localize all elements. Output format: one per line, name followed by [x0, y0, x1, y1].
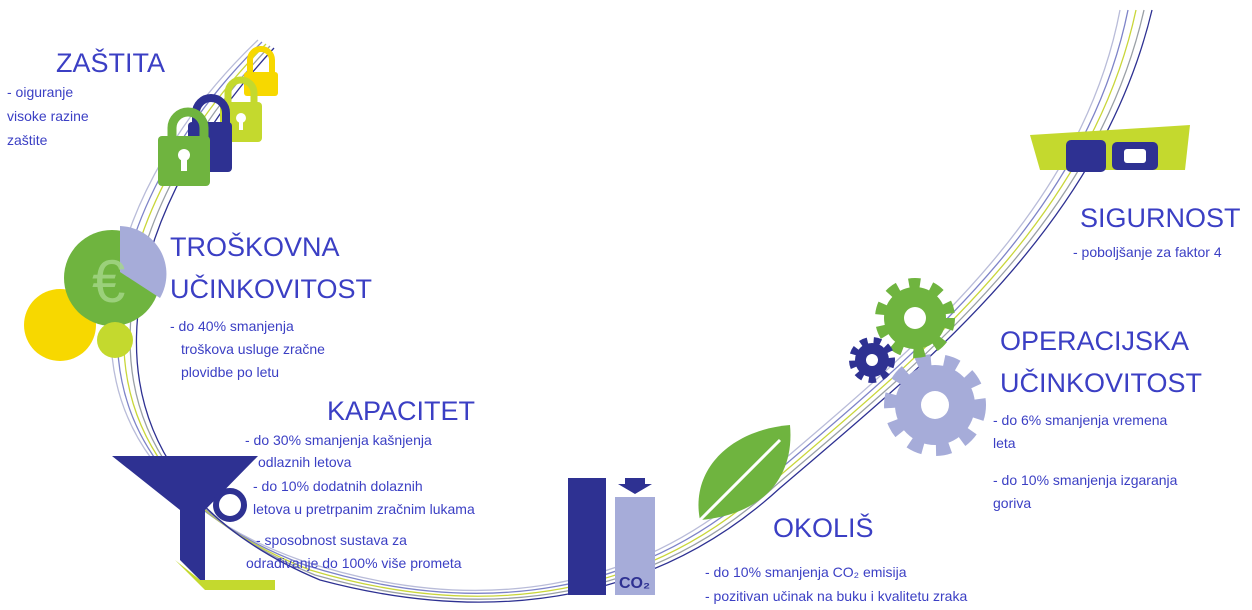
bullet-text: - pozitivan učinak na buku i kvalitetu z… — [705, 588, 967, 604]
bullet-text: plovidbe po letu — [181, 364, 279, 380]
bullet-text: zaštite — [7, 132, 48, 148]
gears-icon — [853, 284, 979, 449]
section-title: UČINKOVITOST — [170, 273, 372, 304]
bullet-text: - do 30% smanjenja kašnjenja — [245, 432, 432, 448]
bullet-text: - poboljšanje za faktor 4 — [1073, 244, 1222, 260]
bullet-text: letova u pretrpanim zračnim lukama — [253, 501, 475, 517]
section-title: ZAŠTITA — [56, 47, 165, 78]
bullet-text: - do 6% smanjenja vremena — [993, 412, 1168, 428]
pie-icon: € — [24, 226, 166, 361]
section-title: OPERACIJSKA — [1000, 326, 1189, 356]
section-title: OKOLIŠ — [773, 512, 874, 543]
section-title: UČINKOVITOST — [1000, 367, 1202, 398]
co2-bars-icon: CO₂ — [568, 478, 655, 595]
leaf-icon — [698, 425, 790, 520]
bullet-text: goriva — [993, 495, 1031, 511]
bullet-text: - do 40% smanjenja — [170, 318, 294, 334]
section-title: SIGURNOST — [1080, 203, 1241, 233]
section-title: KAPACITET — [327, 396, 475, 426]
bullet-text: - sposobnost sustava za — [256, 532, 407, 548]
infographic: € CO₂ ZAŠTITA - oiguranje visoke razine … — [0, 0, 1252, 610]
bullet-text: odlaznih letova — [258, 454, 352, 470]
bullet-text: - oiguranje — [7, 84, 73, 100]
section-title: TROŠKOVNA — [170, 231, 340, 262]
co2-label: CO₂ — [619, 575, 650, 592]
svg-text:€: € — [92, 248, 125, 315]
bullet-text: troškova usluge zračne — [181, 341, 325, 357]
bullet-text: - do 10% dodatnih dolaznih — [253, 478, 423, 494]
seatbelt-icon — [1030, 125, 1190, 172]
bullet-text: odrađivanje do 100% više prometa — [246, 555, 462, 571]
bullet-text: - do 10% smanjenja izgaranja — [993, 472, 1178, 488]
bullet-text: leta — [993, 435, 1016, 451]
bullet-text: visoke razine — [7, 108, 89, 124]
bullet-text: - do 10% smanjenja CO₂ emisija — [705, 564, 907, 580]
